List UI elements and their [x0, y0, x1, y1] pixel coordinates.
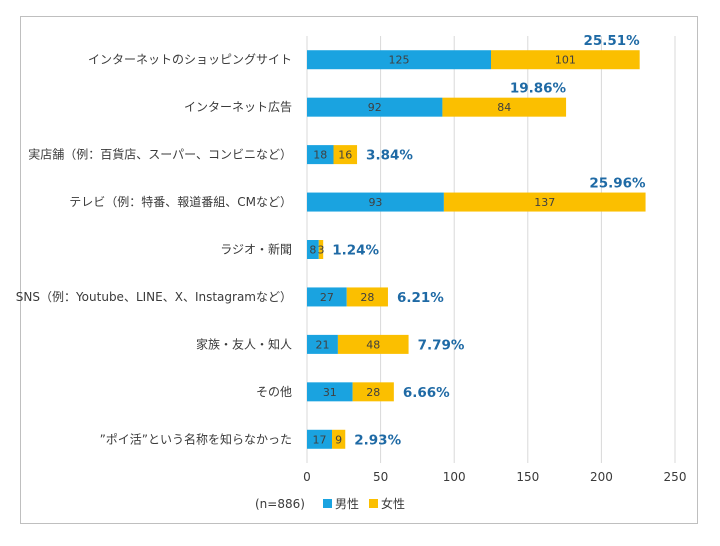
percent-label: 7.79%: [418, 337, 465, 353]
bar-segment: [307, 334, 338, 354]
bar-segment: [491, 50, 640, 70]
segment-value-label: 16: [338, 149, 352, 162]
bar-segment: [442, 97, 567, 117]
category-label: その他: [256, 385, 292, 399]
segment-value-label: 84: [497, 101, 511, 114]
legend-label: 女性: [381, 496, 405, 511]
x-tick-label: 250: [664, 470, 687, 484]
category-label: 家族・友人・知人: [196, 336, 292, 351]
percent-label: 2.93%: [354, 432, 401, 448]
bar-segment: [307, 145, 334, 165]
bar-segment: [307, 382, 353, 402]
bar-segment: [346, 287, 388, 307]
bar-segment: [307, 97, 443, 117]
sample-size-note: (n=886): [255, 497, 305, 511]
x-axis-ticks: 0 50 100 150 200 250: [303, 470, 686, 484]
segment-value-label: 92: [368, 101, 382, 114]
segment-value-label: 27: [320, 291, 334, 304]
segment-value-label: 21: [315, 338, 329, 351]
category-label: インターネットのショッピングサイト: [88, 53, 292, 67]
segment-value-label: 28: [366, 386, 380, 399]
legend-swatch: [323, 499, 332, 508]
segment-value-label: 31: [323, 386, 337, 399]
bars: [307, 50, 646, 449]
bar-segment: [318, 240, 324, 259]
bar-segment: [337, 334, 409, 354]
percent-label: 25.51%: [583, 33, 640, 49]
percent-label: 3.84%: [366, 148, 413, 164]
segment-value-label: 48: [366, 338, 380, 351]
bar-segment: [307, 240, 319, 259]
segment-value-label: 28: [360, 291, 374, 304]
bar-segment: [307, 192, 444, 212]
segment-value-label: 3: [317, 244, 324, 257]
legend: 男性 女性: [323, 496, 405, 511]
category-label: テレビ（例：特番、報道番組、CMなど）: [69, 194, 292, 209]
percent-label: 25.96%: [589, 176, 646, 192]
percent-label: 1.24%: [332, 243, 379, 259]
x-tick-label: 0: [303, 470, 311, 484]
segment-value-label: 93: [368, 196, 382, 209]
bar-segment: [332, 429, 346, 449]
x-tick-label: 50: [373, 470, 388, 484]
category-label: インターネット広告: [184, 100, 292, 114]
category-label: SNS（例：Youtube、LINE、X、Instagramなど）: [16, 290, 292, 304]
legend-label: 男性: [335, 497, 359, 511]
segment-value-label: 125: [389, 54, 410, 67]
bar-segment: [307, 429, 333, 449]
percent-label: 6.66%: [403, 385, 450, 401]
segment-value-label: 9: [335, 433, 342, 446]
segment-value-label: 101: [555, 54, 576, 67]
x-tick-label: 100: [443, 470, 466, 484]
percent-label: 6.21%: [397, 290, 444, 306]
segment-value-label: 137: [534, 196, 555, 209]
bar-segment: [333, 145, 358, 165]
bar-segment: [307, 287, 347, 307]
x-tick-label: 150: [516, 470, 539, 484]
bar-segment: [352, 382, 394, 402]
percent-label: 19.86%: [510, 81, 567, 97]
category-label: 実店舗（例：百貨店、スーパー、コンビニなど）: [28, 147, 292, 162]
segment-value-label: 18: [313, 149, 327, 162]
category-label: ラジオ・新聞: [220, 242, 292, 257]
category-label: ”ポイ活”という名称を知らなかった: [100, 431, 292, 446]
segment-value-label: 8: [309, 244, 316, 257]
bar-segment: [443, 192, 646, 212]
bar-segment: [307, 50, 491, 70]
legend-swatch: [369, 499, 378, 508]
segment-value-label: 17: [313, 433, 327, 446]
x-tick-label: 200: [590, 470, 613, 484]
